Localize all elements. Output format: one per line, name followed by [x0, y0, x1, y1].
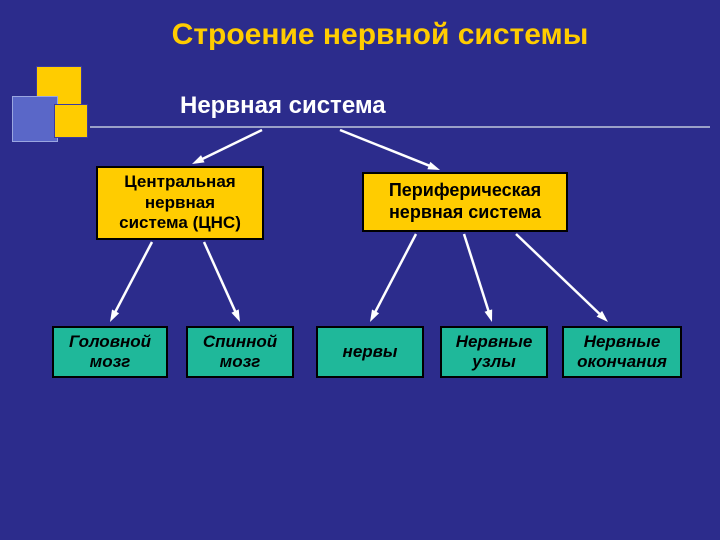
page-title: Строение нервной системы	[100, 18, 660, 52]
box-ganglia-label: Нервныеузлы	[456, 332, 533, 373]
box-nerves-label: нервы	[343, 342, 398, 362]
deco-square-2	[54, 104, 88, 138]
box-cns-label: Центральнаянервнаясистема (ЦНС)	[119, 172, 241, 233]
box-ganglia: Нервныеузлы	[440, 326, 548, 378]
arrows-layer	[0, 0, 720, 540]
subtitle: Нервная система	[180, 92, 480, 120]
box-spinal-label: Спинноймозг	[203, 332, 277, 373]
box-brain-label: Головноймозг	[69, 332, 151, 373]
box-endings-label: Нервныеокончания	[577, 332, 667, 373]
box-nerves: нервы	[316, 326, 424, 378]
underline	[90, 126, 710, 128]
deco-square-1	[12, 96, 58, 142]
box-spinal: Спинноймозг	[186, 326, 294, 378]
box-cns: Центральнаянервнаясистема (ЦНС)	[96, 166, 264, 240]
box-brain: Головноймозг	[52, 326, 168, 378]
box-pns-label: Периферическаянервная система	[389, 180, 541, 223]
box-pns: Периферическаянервная система	[362, 172, 568, 232]
box-endings: Нервныеокончания	[562, 326, 682, 378]
